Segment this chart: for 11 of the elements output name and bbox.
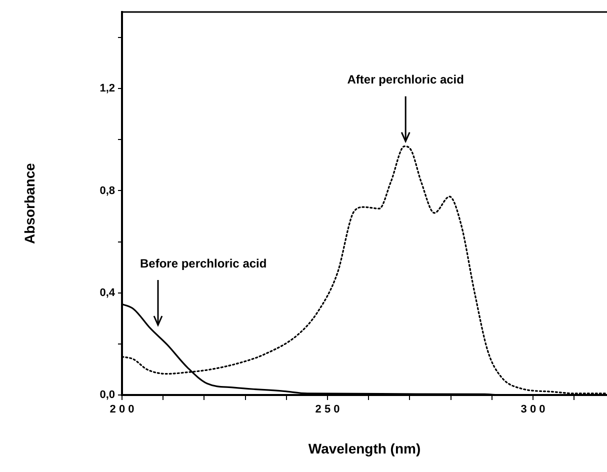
y-tick-label: 1,2 <box>100 82 115 95</box>
annotation: After perchloric acid <box>347 72 464 87</box>
y-tick-label: 0,4 <box>100 286 116 299</box>
y-tick-label: 0,8 <box>100 184 115 197</box>
x-tick-label: 2 0 0 <box>110 404 134 416</box>
y-axis-title: Absorbance <box>21 162 38 244</box>
y-tick-label: 0,0 <box>100 389 115 402</box>
x-tick-label: 3 0 0 <box>520 404 546 416</box>
annotation: Before perchloric acid <box>140 256 267 270</box>
x-tick-label: 2 5 0 <box>315 404 340 416</box>
x-axis-title: Wavelength (nm) <box>308 440 421 456</box>
